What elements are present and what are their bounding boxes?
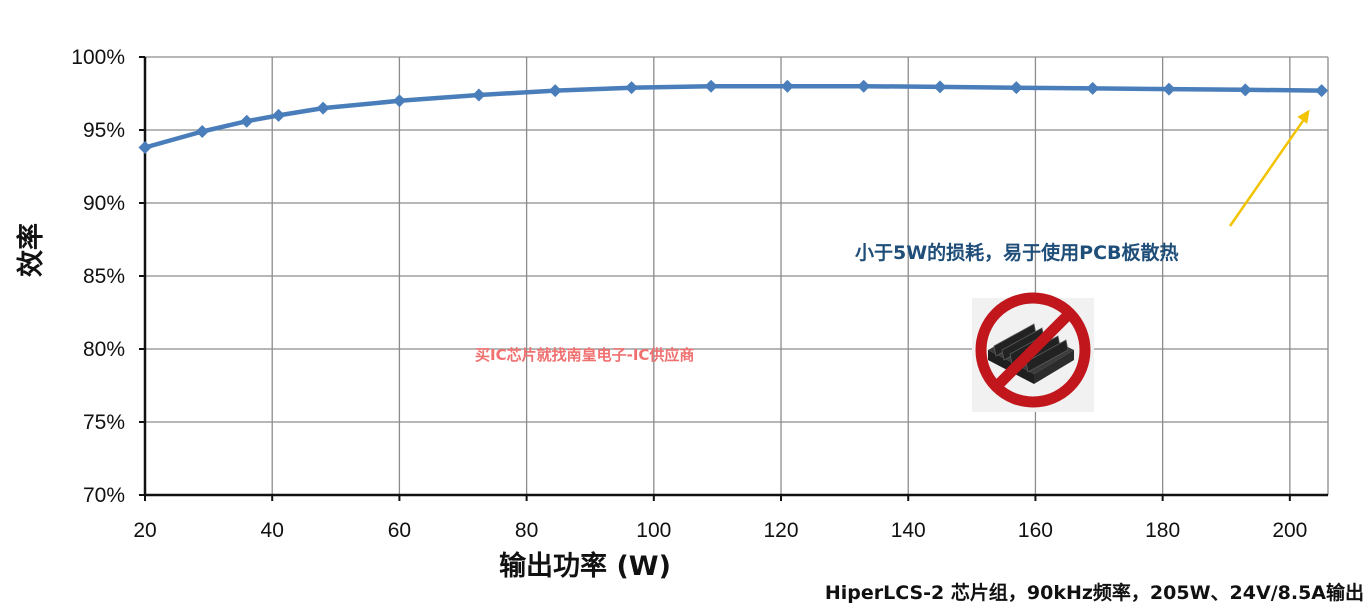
annotation-text: 小于5W的损耗，易于使用PCB板散热 <box>855 242 1179 264</box>
data-point <box>548 84 562 98</box>
data-point <box>933 80 947 94</box>
x-axis-title: 输出功率 (W) <box>499 550 671 582</box>
x-tick-label: 40 <box>261 519 284 542</box>
y-tick-label: 70% <box>83 484 125 507</box>
watermark: 买IC芯片就找南皇电子-IC供应商 <box>475 346 695 364</box>
x-tick-label: 200 <box>1272 519 1307 542</box>
chart-grid <box>145 56 1329 495</box>
data-point <box>195 124 209 138</box>
arrow-shaft <box>1228 114 1308 227</box>
annotation-arrow <box>1228 109 1310 227</box>
data-point <box>316 101 330 115</box>
x-tick-labels: 20 40 60 80 100 120 140 160 180 200 <box>133 519 1307 542</box>
data-point <box>392 94 406 108</box>
data-point <box>1315 84 1329 98</box>
x-tick-label: 60 <box>388 519 411 542</box>
data-point <box>780 79 794 93</box>
y-tick-label: 75% <box>83 411 125 434</box>
x-tick-label: 180 <box>1145 519 1180 542</box>
data-point <box>240 114 254 128</box>
chart-axes <box>139 56 1328 501</box>
x-tick-label: 120 <box>763 519 798 542</box>
series-line <box>144 83 1322 150</box>
data-point <box>1238 83 1252 97</box>
data-point <box>1162 82 1176 96</box>
data-point <box>1009 81 1023 95</box>
y-tick-label: 90% <box>83 192 125 215</box>
data-point <box>472 88 486 102</box>
x-tick-label: 100 <box>636 519 671 542</box>
x-tick-label: 140 <box>891 519 926 542</box>
y-tick-label: 85% <box>83 265 125 288</box>
y-tick-labels: 70% 75% 80% 85% 90% 95% 100% <box>71 46 125 507</box>
y-tick-label: 95% <box>83 119 125 142</box>
y-tick-label: 100% <box>71 46 125 69</box>
y-axis-title: 效率 <box>15 223 47 277</box>
arrow-head <box>1297 109 1310 124</box>
data-point <box>625 81 639 95</box>
no-heatsink-icon <box>972 292 1094 412</box>
x-tick-label: 20 <box>133 519 156 542</box>
footnote: HiperLCS-2 芯片组，90kHz频率，205W、24V/8.5A输出 <box>824 582 1364 604</box>
x-tick-label: 80 <box>515 519 538 542</box>
y-tick-label: 80% <box>83 338 125 361</box>
data-point <box>857 79 871 93</box>
data-point <box>1086 81 1100 95</box>
data-point <box>704 79 718 93</box>
data-point <box>272 108 286 122</box>
data-point <box>138 141 152 155</box>
efficiency-series <box>138 79 1329 155</box>
x-tick-label: 160 <box>1018 519 1053 542</box>
